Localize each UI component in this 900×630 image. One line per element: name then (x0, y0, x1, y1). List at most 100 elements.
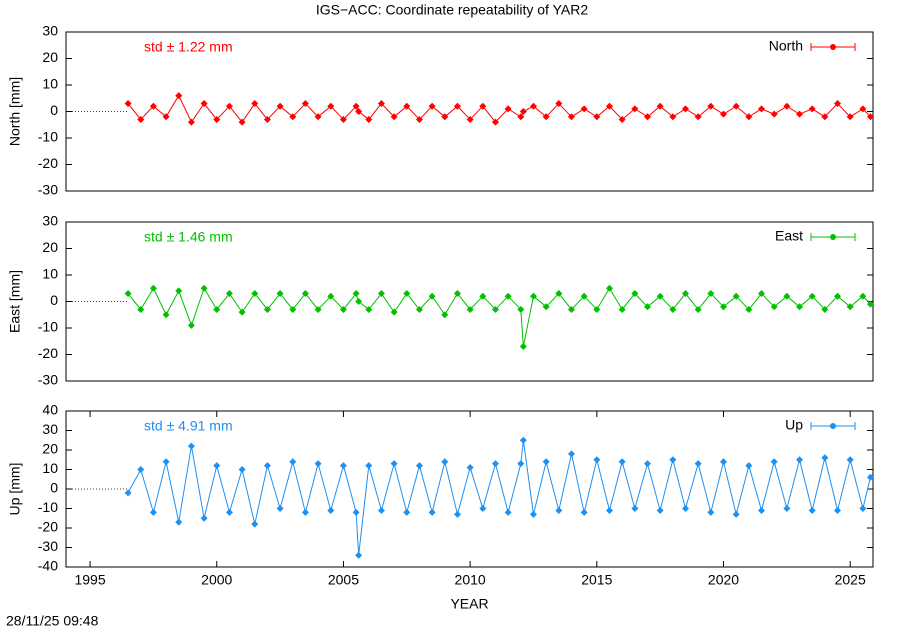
y-tick-label: -20 (38, 519, 58, 535)
annotation: std ± 1.22 mm (144, 39, 233, 55)
y-tick-label: 10 (42, 76, 58, 92)
point (519, 343, 527, 351)
point (694, 113, 702, 121)
point (542, 458, 550, 466)
point (605, 506, 613, 514)
point (301, 290, 309, 298)
point (466, 305, 474, 313)
y-tick-label: -30 (38, 538, 58, 554)
point (238, 118, 246, 126)
y-tick-label: 10 (42, 460, 58, 476)
point (301, 100, 309, 108)
x-tick-label: 2020 (708, 572, 739, 588)
x-tick-label: 1995 (74, 572, 105, 588)
point (758, 506, 766, 514)
series-line (127, 94, 871, 124)
y-tick-label: 30 (42, 421, 58, 437)
point (491, 460, 499, 468)
y-tick-label: 40 (42, 402, 58, 418)
point (365, 115, 373, 123)
point (187, 442, 195, 450)
point (162, 311, 170, 319)
point (846, 113, 854, 121)
point (453, 290, 461, 298)
point (567, 305, 575, 313)
point (783, 102, 791, 110)
point (866, 300, 874, 308)
point (866, 473, 874, 481)
point (631, 105, 639, 113)
point (859, 105, 867, 113)
point (187, 321, 195, 329)
point (567, 113, 575, 121)
point (149, 508, 157, 516)
point (656, 506, 664, 514)
point (200, 514, 208, 522)
point (491, 305, 499, 313)
point (758, 290, 766, 298)
point (377, 290, 385, 298)
point (567, 450, 575, 458)
annotation: std ± 1.46 mm (144, 229, 233, 245)
point (415, 462, 423, 470)
point (732, 102, 740, 110)
point (821, 305, 829, 313)
point (162, 113, 170, 121)
point (124, 100, 132, 108)
point (783, 505, 791, 512)
point (669, 113, 677, 121)
point (301, 508, 309, 516)
point (137, 115, 145, 123)
point (479, 292, 487, 300)
point (225, 102, 233, 110)
point (580, 105, 588, 113)
point (428, 292, 436, 300)
point (656, 102, 664, 110)
point (339, 462, 347, 470)
point (580, 508, 588, 516)
point (605, 284, 613, 292)
point (808, 292, 816, 300)
point (707, 508, 715, 516)
point (707, 290, 715, 298)
point (846, 456, 854, 464)
point (149, 102, 157, 110)
series-line (127, 440, 871, 556)
point (428, 102, 436, 110)
point (355, 298, 363, 305)
point (618, 305, 626, 313)
point (276, 505, 284, 512)
point (605, 102, 613, 110)
point (263, 462, 271, 470)
point (770, 110, 778, 118)
point (251, 290, 259, 298)
point (263, 305, 271, 313)
point (580, 292, 588, 300)
point (225, 290, 233, 298)
point (213, 115, 221, 123)
point (175, 92, 183, 100)
point (682, 105, 690, 113)
point (770, 303, 778, 311)
point (745, 305, 753, 313)
y-tick-label: -10 (38, 499, 58, 515)
point (289, 458, 297, 466)
point (720, 303, 728, 311)
point (390, 460, 398, 468)
point (390, 113, 398, 121)
y-tick-label: 20 (42, 49, 58, 65)
legend-label: Up (785, 417, 803, 433)
y-tick-label: -20 (38, 345, 58, 361)
x-tick-label: 2000 (201, 572, 232, 588)
point (593, 456, 601, 464)
point (327, 292, 335, 300)
point (694, 460, 702, 468)
point (808, 105, 816, 113)
point (377, 506, 385, 514)
point (846, 303, 854, 311)
point (441, 458, 449, 466)
y-tick-label: -30 (38, 372, 58, 388)
y-tick-label: 30 (42, 213, 58, 229)
point (732, 510, 740, 518)
